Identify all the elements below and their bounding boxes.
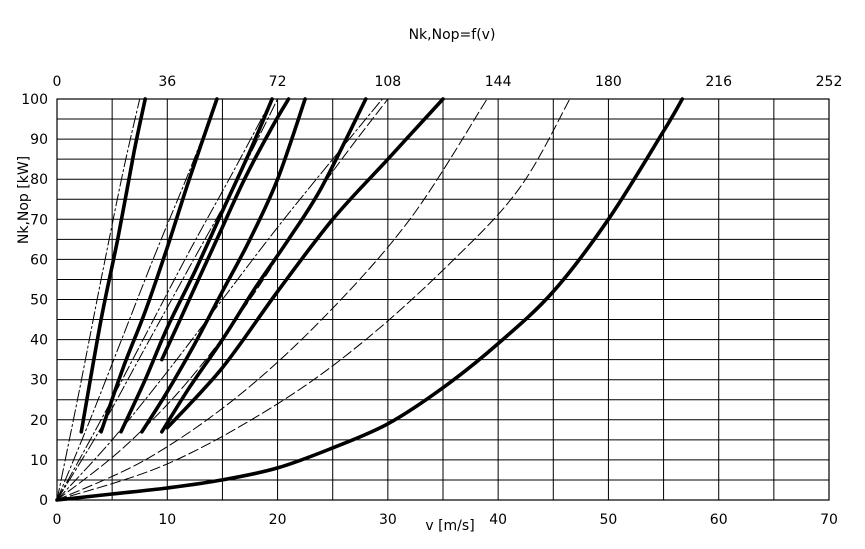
top-tick-label: 72 [269, 74, 287, 90]
top-tick-label: 216 [705, 74, 732, 90]
series-line-16 [56, 98, 571, 501]
x-tick-label: 10 [158, 512, 176, 528]
y-tick-label: 90 [30, 132, 48, 148]
top-tick-label: 0 [53, 74, 62, 90]
series-line-12 [56, 98, 279, 501]
y-tick-label: 60 [30, 252, 48, 268]
y-tick-label: 40 [30, 333, 48, 349]
series-line-4 [160, 97, 291, 362]
x-tick-label: 60 [710, 512, 728, 528]
x-axis-label: v [m/s] [425, 518, 474, 534]
y-tick-label: 0 [39, 493, 48, 509]
x-tick-label: 20 [269, 512, 287, 528]
x-tick-label: 0 [53, 512, 62, 528]
y-axis-label: Nk,Nop [kW] [16, 156, 32, 244]
series-line-10 [56, 98, 218, 501]
y-tick-label: 10 [30, 453, 48, 469]
y-tick-label: 80 [30, 172, 48, 188]
series-line-14 [56, 98, 389, 501]
series-line-13 [56, 98, 383, 501]
y-tick-label: 50 [30, 293, 48, 309]
series-line-9 [56, 98, 141, 501]
series-line-1 [79, 97, 147, 434]
series-line-5 [140, 97, 307, 434]
y-tick-label: 100 [21, 92, 48, 108]
top-tick-label: 108 [374, 74, 401, 90]
x-tick-label: 30 [379, 512, 397, 528]
series-line-2 [99, 97, 219, 434]
series-layer [55, 97, 685, 502]
series-line-8 [55, 97, 685, 502]
chart-title: Nk,Nop=f(v) [409, 27, 496, 43]
y-tick-label: 20 [30, 413, 48, 429]
top-tick-label: 252 [816, 74, 843, 90]
series-line-7 [165, 97, 445, 430]
series-line-3 [119, 97, 274, 434]
top-tick-label: 36 [158, 74, 176, 90]
tick-labels: 0 10 20 30 40 50 60 70 0 10 20 30 40 50 60 70 80 90 100 0 36… [21, 74, 842, 528]
series-line-15 [56, 98, 488, 501]
plot-frame [56, 98, 830, 501]
x-tick-label: 70 [820, 512, 838, 528]
series-line-6 [160, 97, 368, 434]
y-tick-label: 70 [30, 212, 48, 228]
x-tick-label: 50 [600, 512, 618, 528]
grid [56, 98, 830, 501]
x-tick-label: 40 [489, 512, 507, 528]
series-line-11 [56, 98, 273, 501]
top-tick-label: 180 [595, 74, 622, 90]
top-tick-label: 144 [485, 74, 512, 90]
y-tick-label: 30 [30, 373, 48, 389]
